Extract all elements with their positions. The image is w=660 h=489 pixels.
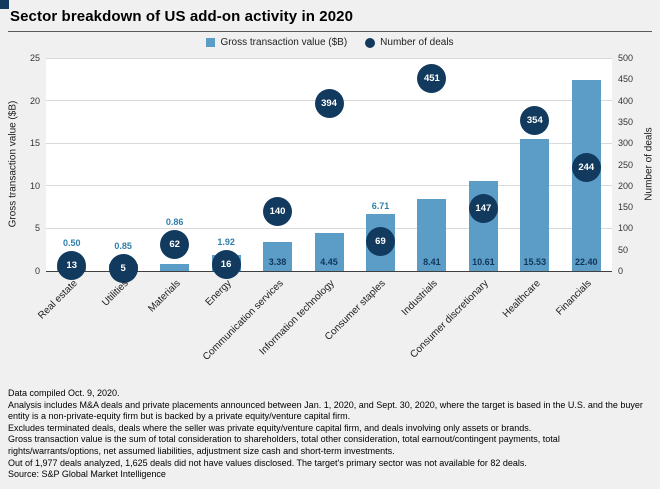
value-label: 8.41 bbox=[423, 257, 441, 267]
value-label: 10.61 bbox=[472, 257, 495, 267]
bar bbox=[263, 242, 293, 271]
y-tick-right: 450 bbox=[618, 74, 634, 85]
y-tick-right: 500 bbox=[618, 53, 634, 63]
y-tick-right: 200 bbox=[618, 180, 634, 191]
y-tick-right: 400 bbox=[618, 95, 634, 106]
deals-series-swatch bbox=[365, 37, 376, 48]
y-tick-left: 15 bbox=[29, 138, 40, 149]
footnote-3: Excludes terminated deals, deals where t… bbox=[8, 422, 532, 433]
bar bbox=[314, 233, 344, 271]
y-tick-right: 100 bbox=[618, 223, 634, 234]
y-tick-left: 5 bbox=[34, 223, 40, 234]
y-tick-left: 25 bbox=[29, 53, 40, 63]
y-tick-right: 250 bbox=[618, 159, 634, 170]
bar-series-swatch bbox=[206, 38, 216, 47]
footnote-1: Data compiled Oct. 9, 2020. bbox=[8, 388, 120, 398]
footnote-5: Out of 1,977 deals analyzed, 1,625 deals… bbox=[8, 457, 527, 468]
value-label: 3.38 bbox=[268, 257, 287, 267]
deals-circle: 140 bbox=[263, 196, 293, 226]
x-axis-label: Consumer discretionary bbox=[408, 278, 492, 361]
value-label: 22.40 bbox=[575, 257, 598, 267]
y-tick-right: 350 bbox=[618, 116, 634, 127]
deals-circle: 147 bbox=[468, 193, 498, 223]
footnote-6: Source: S&P Global Market Intelligence bbox=[8, 469, 166, 480]
y-tick-right: 150 bbox=[618, 202, 634, 213]
x-axis-label: Energy bbox=[203, 278, 234, 309]
bar bbox=[160, 263, 190, 271]
value-label: 4.45 bbox=[320, 257, 338, 267]
x-axis-label: Healthcare bbox=[500, 278, 543, 320]
footnote-2: Analysis includes M&A deals and private … bbox=[8, 399, 643, 422]
value-label: 6.71 bbox=[371, 200, 390, 211]
x-axis-label: Industrials bbox=[399, 278, 440, 319]
y-tick-left: 20 bbox=[29, 95, 40, 106]
x-axis-label: Information technology bbox=[257, 278, 337, 358]
footnote-4: Gross transaction value is the sum of to… bbox=[8, 434, 560, 456]
deals-circle: 394 bbox=[314, 88, 344, 118]
gridline bbox=[46, 142, 612, 144]
value-label: 0.86 bbox=[165, 217, 184, 228]
deals-circle: 16 bbox=[211, 249, 241, 279]
legend-item-gross-value: Gross transaction value ($B) bbox=[206, 37, 347, 48]
y-tick-left: 0 bbox=[34, 266, 40, 276]
gridline bbox=[46, 185, 612, 187]
deals-circle: 62 bbox=[160, 230, 190, 260]
x-axis-label: Financials bbox=[554, 278, 595, 318]
deals-circle: 354 bbox=[520, 105, 550, 135]
footnotes: Data compiled Oct. 9, 2020. Analysis inc… bbox=[8, 388, 652, 481]
deals-circle: 451 bbox=[417, 64, 447, 94]
bar bbox=[417, 199, 447, 271]
value-label: 1.92 bbox=[217, 236, 235, 247]
gridline bbox=[46, 57, 612, 59]
legend: Gross transaction value ($B) Number of d… bbox=[0, 37, 660, 48]
value-label: 15.53 bbox=[523, 257, 547, 267]
deals-circle: 13 bbox=[57, 250, 87, 280]
x-axis-label: Utilities bbox=[100, 278, 131, 309]
legend-item-number-of-deals: Number of deals bbox=[365, 37, 454, 48]
legend-label-number-of-deals: Number of deals bbox=[380, 37, 454, 48]
legend-label-gross-value: Gross transaction value ($B) bbox=[220, 37, 348, 48]
y-tick-left: 10 bbox=[29, 180, 40, 191]
deals-circle: 244 bbox=[571, 152, 601, 182]
x-axis-label: Consumer staples bbox=[323, 278, 389, 343]
bar bbox=[520, 138, 550, 271]
x-axis-label: Materials bbox=[145, 278, 183, 315]
y-tick-right: 50 bbox=[618, 244, 629, 255]
chart-title: Sector breakdown of US add-on activity i… bbox=[10, 8, 354, 25]
gridline bbox=[46, 227, 612, 229]
value-label: 0.50 bbox=[62, 237, 81, 248]
deals-circle: 69 bbox=[365, 227, 395, 257]
corner-marker bbox=[0, 0, 9, 9]
deals-circle: 5 bbox=[108, 254, 138, 284]
x-axis-label: Communication services bbox=[200, 278, 286, 363]
title-divider bbox=[8, 31, 652, 32]
y-tick-right: 300 bbox=[618, 138, 634, 149]
x-axis-line bbox=[46, 270, 612, 272]
value-label: 0.85 bbox=[114, 241, 132, 252]
y-tick-right: 0 bbox=[618, 266, 624, 276]
